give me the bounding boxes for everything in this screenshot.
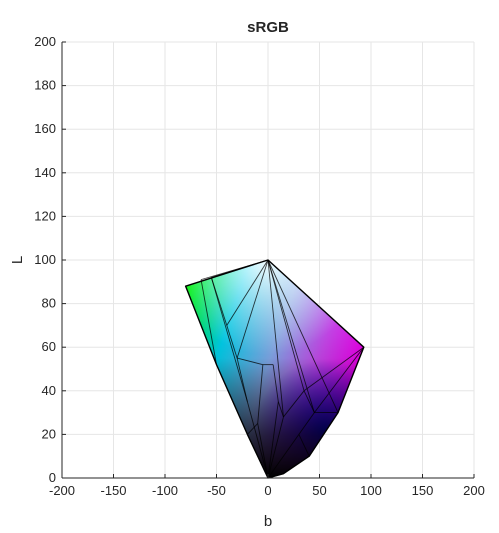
- mesh-edge: [200, 279, 217, 365]
- mesh-edge: [257, 423, 269, 479]
- y-tick-label: 40: [42, 383, 56, 398]
- mesh-edge: [226, 259, 269, 326]
- mesh-edge: [298, 412, 315, 435]
- mesh-edge: [267, 416, 284, 479]
- mesh-edge: [303, 346, 365, 392]
- mesh-edge: [226, 325, 238, 359]
- mesh-edge: [210, 277, 248, 402]
- mesh-edge: [267, 259, 339, 413]
- y-tick-label: 0: [49, 470, 56, 485]
- mesh-edge: [272, 364, 279, 402]
- mesh-edge: [236, 259, 269, 359]
- x-tick-label: -100: [152, 483, 178, 498]
- x-tick-label: 50: [312, 483, 326, 498]
- mesh-edge: [267, 401, 279, 479]
- chart-title: sRGB: [247, 19, 289, 36]
- x-axis-label: b: [264, 513, 272, 530]
- mesh-edge: [298, 434, 310, 457]
- y-tick-label: 140: [34, 165, 56, 180]
- axes: [61, 41, 475, 479]
- mesh-edge: [267, 434, 300, 479]
- x-tick-label: -150: [100, 483, 126, 498]
- x-tick-label: 100: [360, 483, 382, 498]
- mesh-edge: [267, 259, 315, 413]
- y-tick-label: 60: [42, 339, 56, 354]
- y-tick-label: 200: [34, 34, 56, 49]
- gamut-surface: [184, 259, 365, 479]
- x-tick-label: 0: [264, 483, 271, 498]
- mesh-edge: [313, 346, 365, 413]
- mesh-edge: [257, 364, 264, 424]
- y-tick-label: 100: [34, 252, 56, 267]
- y-tick-label: 120: [34, 208, 56, 223]
- x-tick-label: -50: [207, 483, 226, 498]
- gamut-shade: [185, 260, 364, 478]
- mesh-edge: [267, 259, 305, 391]
- mesh-edge: [236, 357, 263, 366]
- mesh-edge: [267, 259, 284, 418]
- gamut-outline: [184, 259, 365, 479]
- y-tick-label: 80: [42, 296, 56, 311]
- x-tick-label: 200: [463, 483, 485, 498]
- y-tick-label: 160: [34, 121, 56, 136]
- mesh-edge: [277, 401, 284, 418]
- x-tick-label: -200: [49, 483, 75, 498]
- x-tick-label: 150: [412, 483, 434, 498]
- y-axis-label: L: [9, 256, 26, 264]
- mesh-edge: [247, 423, 259, 435]
- mesh-edge: [236, 357, 248, 402]
- mesh-edge: [303, 390, 315, 413]
- mesh-edge: [283, 390, 305, 418]
- y-tick-label: 180: [34, 78, 56, 93]
- tick-labels: -200 -150 -100 -50 0 50 100 150 200 0 20 40 60 80 100 1…: [34, 34, 485, 498]
- y-tick-label: 20: [42, 426, 56, 441]
- mesh-edge: [246, 401, 269, 479]
